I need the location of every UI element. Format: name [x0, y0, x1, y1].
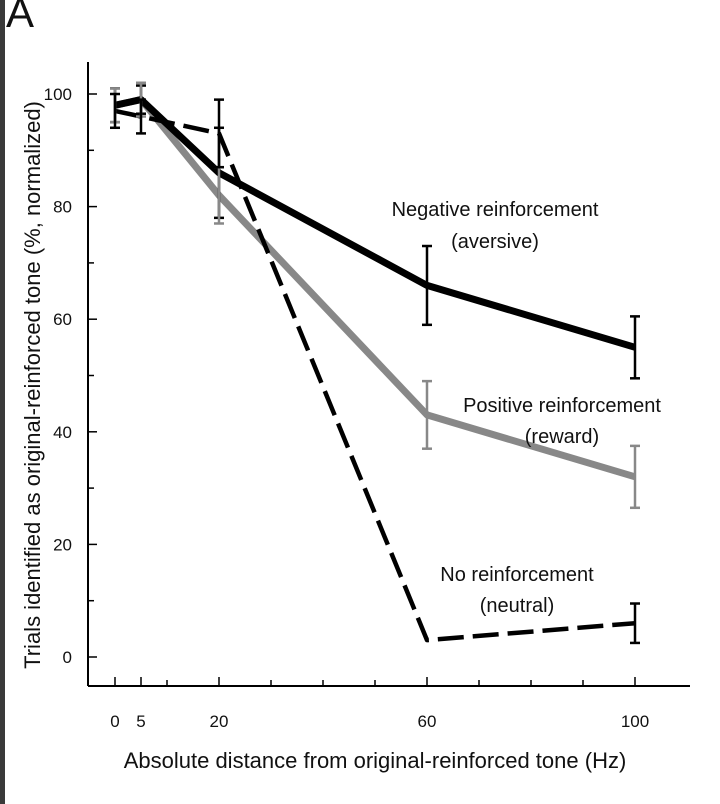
y-tick-label: 20 — [53, 535, 72, 554]
panel-label: A — [6, 0, 35, 36]
series-label-3-line1: No reinforcement — [440, 564, 594, 586]
error-bar — [214, 98, 224, 169]
error-bar — [630, 444, 640, 510]
y-tick-label: 80 — [53, 198, 72, 217]
y-tick-label: 0 — [63, 648, 72, 667]
x-tick-label: 60 — [418, 712, 437, 731]
frame-edge — [0, 0, 5, 804]
series-line-2 — [114, 96, 636, 481]
error-bar — [422, 379, 432, 450]
label-layer: Negative reinforcement (aversive) Positive… — [392, 199, 662, 617]
errorbar-layer — [110, 81, 640, 645]
series-line-1 — [114, 96, 636, 351]
error-bar — [136, 98, 146, 135]
series-label-2-line2: (reward) — [525, 426, 599, 448]
error-bar — [630, 602, 640, 645]
x-tick-label: 5 — [136, 712, 145, 731]
y-tick-label: 60 — [53, 310, 72, 329]
series-line-3 — [114, 108, 636, 643]
error-bar — [422, 244, 432, 327]
y-tick-label: 100 — [44, 85, 72, 104]
y-axis-title: Trials identified as original-reinforced… — [20, 101, 45, 669]
x-axis-title: Absolute distance from original-reinforc… — [124, 748, 627, 773]
series-layer — [114, 96, 636, 643]
error-bar — [110, 92, 120, 130]
series-label-1-line2: (aversive) — [451, 231, 539, 253]
y-tick-label: 40 — [53, 423, 72, 442]
error-bar — [630, 315, 640, 380]
series-label-3-line2: (neutral) — [480, 595, 554, 617]
x-tick-label: 100 — [621, 712, 649, 731]
series-label-2-line1: Positive reinforcement — [463, 395, 661, 417]
x-tick-label: 20 — [210, 712, 229, 731]
x-tick-label: 0 — [110, 712, 119, 731]
series-label-1-line1: Negative reinforcement — [392, 199, 599, 221]
